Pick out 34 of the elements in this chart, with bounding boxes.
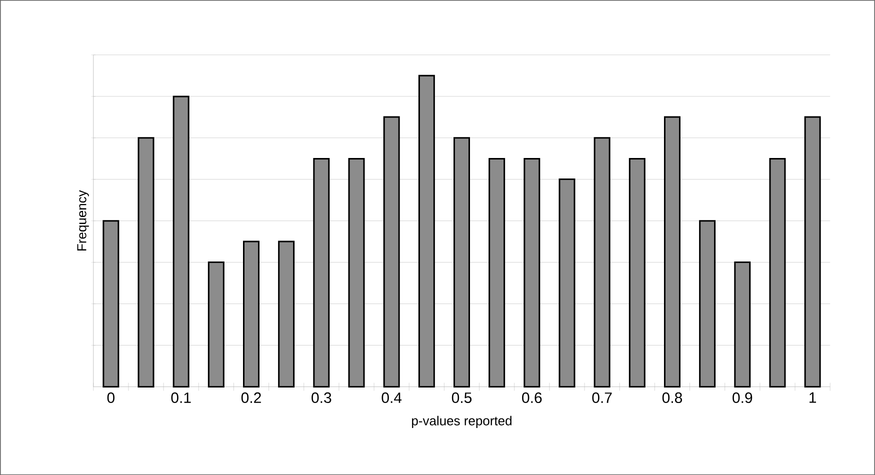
x-tick-label: 0.1 (171, 392, 191, 403)
x-tick-label: 0.5 (452, 392, 472, 403)
x-tick-label: 0.4 (382, 392, 402, 403)
y-axis-title: Frequency (77, 190, 89, 250)
bar (313, 158, 330, 388)
bar (558, 178, 576, 388)
bar (488, 158, 506, 388)
bar (278, 240, 295, 388)
bar (138, 137, 154, 388)
bar (804, 116, 821, 388)
bar (769, 158, 786, 388)
bar (243, 240, 260, 388)
x-axis-title: p-values reported (412, 416, 512, 428)
bar (734, 261, 751, 388)
bar (102, 220, 120, 388)
x-tick-label: 0.8 (662, 392, 682, 403)
bar (208, 261, 224, 388)
bar (664, 116, 680, 388)
x-tick-label: 0.2 (241, 392, 261, 403)
bar (453, 137, 470, 388)
x-tick-label: 1 (810, 392, 816, 403)
bar (348, 158, 365, 388)
x-tick-label: 0.3 (312, 392, 332, 403)
bar (524, 158, 540, 388)
bar (172, 96, 190, 388)
bar (628, 158, 646, 388)
bar (418, 74, 435, 388)
x-tick-label: 0.7 (592, 392, 612, 403)
x-tick-label: 0 (107, 392, 114, 403)
bar (699, 220, 716, 388)
bar (594, 137, 610, 388)
x-tick-label: 0.6 (522, 392, 542, 403)
x-tick-label: 0.9 (732, 392, 752, 403)
bar (383, 116, 400, 388)
